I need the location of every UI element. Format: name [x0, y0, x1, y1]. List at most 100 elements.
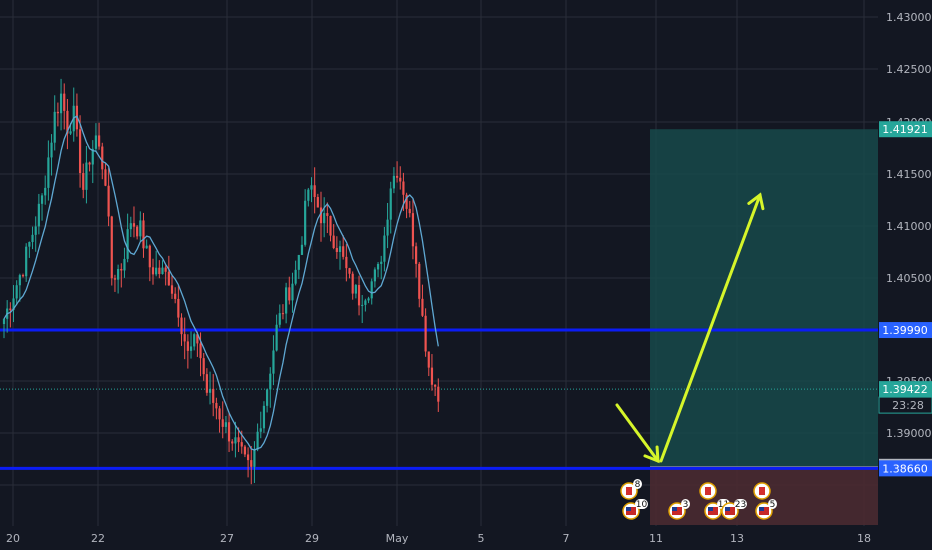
down-arrow-shaft [615, 403, 660, 463]
candle-body [288, 287, 291, 301]
level-badge-0: 1.41921 [882, 123, 928, 136]
candle-body [218, 408, 221, 420]
candle-body [326, 213, 329, 216]
candle-body [240, 442, 243, 447]
candle-body [47, 157, 50, 188]
candle-body [189, 346, 193, 351]
candle-body [205, 374, 208, 393]
candle-body [139, 220, 142, 237]
forecast-arrows [615, 192, 765, 464]
candle-body [402, 181, 405, 195]
candle-body [145, 245, 148, 249]
candle-body [107, 185, 110, 217]
countdown-label: 23:28 [892, 399, 924, 412]
time-axis-panel[interactable] [0, 526, 932, 550]
candle-body [291, 283, 294, 301]
candle-body [319, 207, 323, 224]
time-tick-label: 29 [305, 532, 319, 545]
price-axis-panel[interactable] [878, 0, 932, 550]
economic-events[interactable]: 8 10 3 11 23 5 [620, 479, 777, 520]
candle-body [421, 298, 424, 316]
candle-body [158, 267, 161, 275]
candle-body [136, 226, 139, 237]
price-tick-label: 1.41000 [886, 220, 932, 233]
candle-body [266, 389, 269, 406]
candle-body [370, 281, 373, 299]
us-flag-icon[interactable]: 5 [755, 499, 777, 520]
canada-flag-icon[interactable] [753, 482, 771, 500]
candle-body [373, 269, 376, 282]
candle-body [85, 162, 88, 190]
candle-body [148, 245, 151, 268]
candle-body [224, 422, 227, 427]
candle-body [386, 219, 389, 236]
time-tick-label: 22 [91, 532, 105, 545]
event-count: 3 [683, 500, 689, 510]
candle-body [25, 246, 28, 277]
candle-body [151, 267, 155, 275]
maple-leaf-icon [626, 487, 632, 495]
event-count-pill [768, 499, 777, 509]
candle-body [348, 268, 351, 274]
moving-average-line [3, 115, 439, 451]
candle-body [408, 208, 411, 214]
time-axis: 20 22 27 29 May 5 7 11 13 18 [6, 532, 871, 545]
us-flag-icon[interactable]: 10 [622, 499, 648, 520]
event-count-pill [681, 499, 690, 509]
candle-body [250, 460, 253, 467]
event-count-pill [635, 499, 648, 509]
time-tick-label: 5 [478, 532, 485, 545]
candle-body [281, 313, 285, 315]
candle-body [405, 194, 408, 209]
level-badge-3-bg [879, 460, 932, 477]
candle-body [392, 175, 396, 189]
up-arrow-head [747, 192, 765, 211]
candle-body [44, 187, 47, 196]
candle-body [129, 223, 132, 230]
countdown-bg [878, 396, 932, 414]
price-tick-label: 1.43000 [886, 11, 932, 24]
candle-body [389, 188, 392, 220]
candle-body [300, 244, 304, 255]
candle-body [430, 367, 434, 385]
candle-body [367, 298, 370, 301]
candle-body [31, 234, 34, 243]
candle-body [15, 285, 18, 299]
candle-body [66, 110, 69, 134]
level-badge-1-bg [879, 322, 932, 339]
candle-body [40, 195, 44, 204]
candle-body [104, 169, 107, 186]
candle-body [323, 213, 326, 224]
candle-body [196, 334, 199, 344]
candle-body [110, 216, 113, 279]
level-badge-1: 1.39990 [882, 324, 928, 337]
event-count-pill [633, 479, 642, 489]
candle-body [142, 220, 145, 249]
candle-body [37, 203, 40, 227]
candle-body [234, 437, 237, 444]
time-tick-label: 27 [220, 532, 234, 545]
canada-flag-icon[interactable]: 8 [620, 479, 642, 500]
time-tick-label: 18 [857, 532, 871, 545]
stars-icon [626, 507, 631, 511]
candle-body [272, 350, 275, 374]
price-axis: 1.430001.425001.420001.415001.410001.405… [886, 11, 932, 440]
us-flag-icon[interactable]: 3 [668, 499, 690, 520]
candle-body [177, 298, 180, 318]
time-tick-label: 13 [730, 532, 744, 545]
candle-body [399, 177, 402, 182]
maple-leaf-icon [705, 487, 711, 495]
candle-body [294, 269, 297, 284]
canada-flag-icon[interactable] [699, 482, 717, 500]
candle-body [50, 142, 53, 158]
candle-body [304, 200, 307, 245]
candle-body [361, 304, 364, 306]
time-tick-label: 7 [563, 532, 570, 545]
candle-body [262, 405, 266, 429]
us-flag-icon[interactable]: 23 [721, 499, 747, 520]
price-tick-label: 1.40500 [886, 272, 932, 285]
candle-body [342, 246, 345, 257]
candle-body [307, 189, 310, 201]
candle-body [167, 271, 170, 286]
